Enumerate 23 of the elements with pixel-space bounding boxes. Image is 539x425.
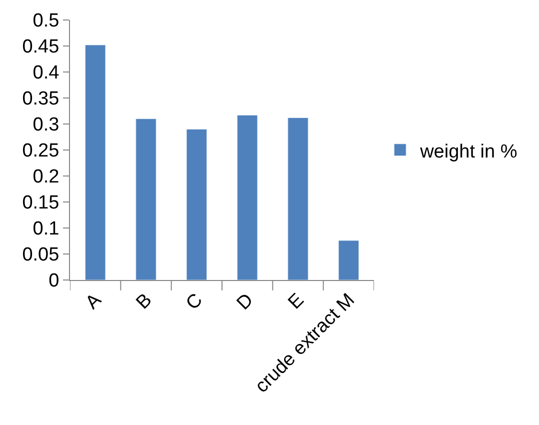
- y-tick-label: 0.15: [22, 192, 60, 214]
- y-tick-label: 0.5: [32, 10, 60, 32]
- x-tick-label: C: [182, 290, 207, 314]
- bar: [338, 240, 360, 280]
- y-tick-label: 0.45: [22, 36, 60, 58]
- y-tick-label: 0.3: [32, 114, 60, 136]
- bar: [136, 118, 156, 280]
- y-tick-label: 0.4: [32, 62, 60, 84]
- x-tick-label: D: [233, 290, 258, 314]
- y-tick-label: 0.1: [32, 218, 60, 240]
- y-tick-label: 0.2: [32, 166, 60, 188]
- y-tick-label: 0.35: [22, 88, 60, 110]
- x-tick-label: E: [284, 290, 308, 314]
- bar: [186, 128, 208, 280]
- bar: [288, 118, 308, 280]
- x-tick-label: A: [82, 289, 106, 314]
- y-tick-label: 0: [48, 270, 60, 292]
- bar: [84, 44, 106, 280]
- x-tick-label: B: [132, 290, 156, 314]
- y-tick-label: 0.05: [22, 244, 60, 266]
- bar: [236, 114, 258, 280]
- y-tick-label: 0.25: [22, 140, 60, 162]
- legend-label: weight in %: [419, 141, 518, 162]
